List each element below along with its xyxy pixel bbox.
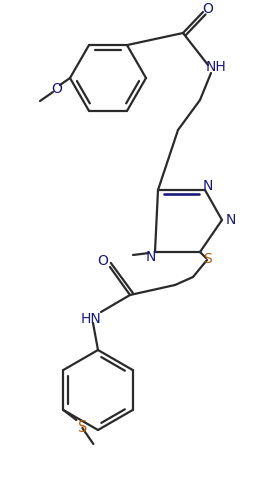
Text: O: O xyxy=(51,82,62,96)
Text: NH: NH xyxy=(206,60,226,74)
Text: O: O xyxy=(98,254,109,268)
Text: N: N xyxy=(203,179,213,193)
Text: O: O xyxy=(203,2,213,16)
Text: HN: HN xyxy=(81,312,101,326)
Text: S: S xyxy=(78,421,87,436)
Text: S: S xyxy=(203,252,211,266)
Text: N: N xyxy=(226,213,236,227)
Text: N: N xyxy=(146,250,156,264)
